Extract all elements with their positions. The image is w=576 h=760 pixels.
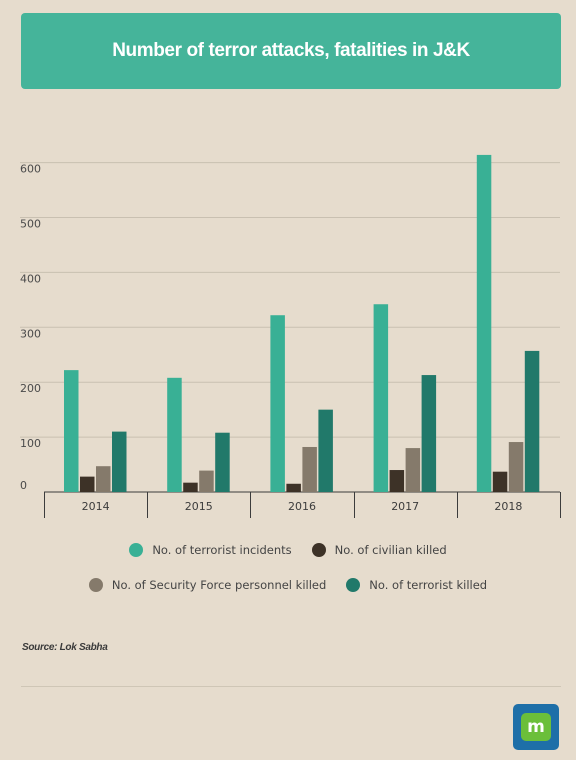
- bar-2016-series-3: [318, 409, 333, 492]
- legend-item-security-force: No. of Security Force personnel killed: [88, 578, 327, 592]
- bar-2018-series-3: [524, 350, 540, 492]
- x-tick-label: 2014: [82, 500, 110, 513]
- bar-2017-series-1: [389, 470, 405, 492]
- source-note: Source: Lok Sabha: [22, 642, 108, 653]
- legend-item-civilians: No. of civilian killed: [311, 543, 447, 557]
- bar-2014-series-1: [80, 476, 95, 492]
- chart-title: Number of terror attacks, fatalities in …: [112, 40, 470, 61]
- bar-2015-series-2: [199, 470, 214, 492]
- bar-2014-series-3: [112, 431, 127, 492]
- legend-swatch-civilians: [311, 543, 326, 557]
- legend-row-1: No. of terrorist incidents No. of civili…: [0, 543, 576, 557]
- y-tick-label: 600: [20, 163, 41, 176]
- bar-2016-series-0: [270, 315, 285, 492]
- legend-item-incidents: No. of terrorist incidents: [129, 543, 292, 557]
- x-tick-label: 2017: [391, 500, 419, 513]
- bar-2018-series-0: [476, 154, 492, 492]
- brand-logo: m: [513, 704, 559, 750]
- y-tick-label: 200: [20, 382, 41, 395]
- chart-title-banner: Number of terror attacks, fatalities in …: [21, 13, 561, 89]
- legend-swatch-terrorists-killed: [346, 578, 361, 592]
- legend-label-terrorists-killed: No. of terrorist killed: [369, 578, 488, 592]
- legend-row-2: No. of Security Force personnel killed N…: [0, 578, 576, 592]
- y-tick-label: 400: [20, 272, 41, 285]
- bar-2017-series-3: [421, 375, 437, 492]
- legend-swatch-incidents: [129, 543, 144, 557]
- footer-divider: [21, 686, 561, 687]
- legend-item-terrorists-killed: No. of terrorist killed: [346, 578, 487, 592]
- bar-2015-series-1: [183, 482, 198, 492]
- bar-2016-series-2: [302, 446, 317, 492]
- legend-label-incidents: No. of terrorist incidents: [152, 543, 292, 557]
- bar-2017-series-2: [405, 448, 421, 492]
- y-tick-label: 0: [20, 479, 27, 492]
- logo-icon: m: [521, 713, 551, 741]
- x-tick-label: 2016: [288, 500, 316, 513]
- x-tick-label: 2015: [185, 500, 213, 513]
- bar-2014-series-0: [64, 370, 79, 492]
- bar-2018-series-2: [508, 442, 524, 492]
- bar-2015-series-3: [215, 432, 230, 492]
- bar-2018-series-1: [492, 471, 508, 492]
- legend-swatch-security-force: [88, 578, 103, 592]
- y-tick-label: 100: [20, 437, 41, 450]
- bar-2016-series-1: [286, 483, 301, 492]
- y-tick-label: 500: [20, 218, 41, 231]
- x-tick-label: 2018: [494, 500, 522, 513]
- y-tick-label: 300: [20, 327, 41, 340]
- legend-label-civilians: No. of civilian killed: [334, 543, 447, 557]
- bar-2014-series-2: [96, 466, 111, 492]
- bar-2017-series-0: [373, 304, 389, 492]
- legend-label-security-force: No. of Security Force personnel killed: [111, 578, 327, 592]
- bar-chart: 0 100 200 300 400 500 600 2014 2015 2016 2017 2018: [20, 154, 561, 518]
- bar-2015-series-0: [167, 377, 182, 492]
